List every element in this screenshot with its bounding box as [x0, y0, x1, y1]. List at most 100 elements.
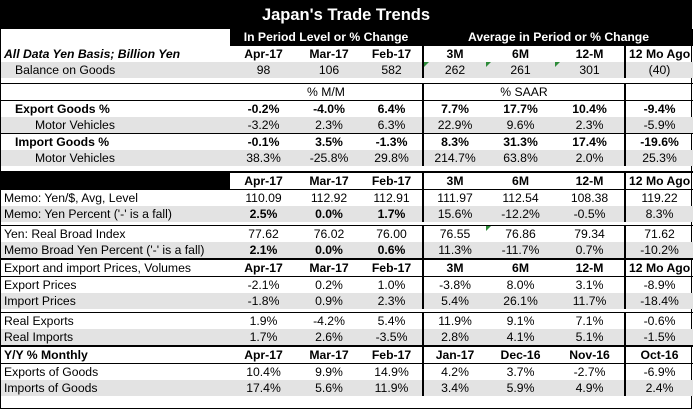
col-header: Apr-17	[230, 258, 297, 277]
cell: 9.1%	[486, 312, 556, 329]
col-header: Nov-16	[555, 345, 626, 364]
col-header: Apr-17	[230, 345, 297, 364]
cell: -4.0%	[297, 100, 361, 117]
col-header: 3M	[422, 258, 487, 277]
table-row-memo-yen-pct: Memo: Yen Percent ('-' is a fall) 2.5% 0…	[1, 206, 694, 222]
cell: 4.9%	[555, 380, 626, 396]
col-header: Oct-16	[624, 345, 694, 364]
cell: 0.0%	[297, 242, 361, 259]
cell: 8.0%	[486, 276, 556, 293]
cell: 110.09	[230, 189, 297, 206]
col-header: 6M	[486, 258, 556, 277]
cell: 301	[555, 62, 626, 78]
cell: 4.2%	[422, 363, 487, 380]
mm-unit-label: % M/M	[230, 83, 424, 101]
cell: 14.9%	[361, 363, 424, 380]
cell: -3.5%	[361, 329, 424, 346]
col-header: Mar-17	[297, 171, 361, 190]
table-title: Japan's Trade Trends	[1, 1, 691, 29]
cell: 76.55	[422, 225, 487, 242]
row-label: Export Goods %	[1, 100, 230, 117]
cell: 11.3%	[422, 242, 487, 259]
cell: 2.6%	[297, 329, 361, 346]
col-header: 12-M	[555, 258, 626, 277]
cell: 0.6%	[361, 242, 424, 259]
cell: 3.1%	[555, 276, 626, 293]
cell: -25.8%	[297, 150, 361, 166]
cell: 1.7%	[230, 329, 297, 346]
cell: 1.7%	[361, 206, 424, 222]
cell: 38.3%	[230, 150, 297, 166]
cell: 9.9%	[297, 363, 361, 380]
prices-header-row: Export and import Prices, Volumes Apr-17…	[1, 258, 694, 277]
cell: 5.4%	[361, 312, 424, 329]
cell: -0.6%	[624, 312, 694, 329]
cell: 71.62	[624, 225, 694, 242]
cell: 0.0%	[297, 206, 361, 222]
col-header: Apr-17	[244, 47, 283, 61]
cell: 582	[361, 62, 424, 78]
row-label: Exports of Goods	[1, 363, 230, 380]
cell: 5.6%	[297, 380, 361, 396]
cell: 17.7%	[486, 100, 556, 117]
cell: -8.9%	[624, 276, 694, 293]
section-label: Y/Y % Monthly	[1, 345, 230, 364]
data-table: In Period Level or % Change Average in P…	[1, 29, 694, 396]
cell: -2.7%	[555, 363, 626, 380]
average-header: Average in Period or % Change	[422, 29, 694, 46]
col-header: 6M	[512, 47, 529, 61]
cell: 17.4%	[230, 380, 297, 396]
col-header: 12-M	[555, 171, 626, 190]
col-header: Apr-17	[230, 171, 297, 190]
table-row-real-imports: Real Imports 1.7% 2.6% -3.5% 2.8% 4.1% 5…	[1, 329, 694, 346]
header-row: All Data Yen Basis; Billion Yen Apr-17 M…	[1, 46, 694, 62]
cell: 25.3%	[624, 150, 694, 166]
cell: 79.34	[555, 225, 626, 242]
cell: 5.4%	[422, 293, 487, 309]
cell: 76.86	[486, 225, 556, 242]
row-label: Memo Broad Yen Percent ('-' is a fall)	[1, 242, 230, 259]
cell: 76.02	[297, 225, 361, 242]
row-label: Import Goods %	[1, 133, 230, 150]
cell: 119.22	[624, 189, 694, 206]
cell: -6.9%	[624, 363, 694, 380]
cell: -0.5%	[555, 206, 626, 222]
table-row-export-mv: Motor Vehicles -3.2% 2.3% 6.3% 22.9% 9.6…	[1, 117, 694, 134]
cell: 4.1%	[486, 329, 556, 346]
cell: -0.1%	[230, 133, 297, 150]
table-row-import-mv: Motor Vehicles 38.3% -25.8% 29.8% 214.7%…	[1, 150, 694, 166]
cell: 6.4%	[361, 100, 424, 117]
cell: 0.2%	[297, 276, 361, 293]
cell: 262	[422, 62, 487, 78]
cell: 112.54	[486, 189, 556, 206]
col-header: Mar-17	[297, 345, 361, 364]
cell: 29.8%	[361, 150, 424, 166]
table-row-import-prices: Import Prices -1.8% 0.9% 2.3% 5.4% 26.1%…	[1, 293, 694, 309]
unit-row: % M/M % SAAR	[1, 83, 694, 101]
cell: -9.4%	[624, 100, 694, 117]
row-label: Balance on Goods	[1, 62, 230, 78]
cell: 5.9%	[486, 380, 556, 396]
col-header: 12 Mo Ago	[624, 171, 694, 190]
cell: -1.5%	[624, 329, 694, 346]
table-row-import-goods: Import Goods % -0.1% 3.5% -1.3% 8.3% 31.…	[1, 133, 694, 150]
cell: -5.9%	[624, 117, 694, 134]
cell: 106	[297, 62, 361, 78]
cell: 261	[486, 62, 556, 78]
cell: 76.00	[361, 225, 424, 242]
cell: 9.6%	[486, 117, 556, 134]
table-row-real-exports: Real Exports 1.9% -4.2% 5.4% 11.9% 9.1% …	[1, 312, 694, 329]
table-row-exports-goods: Exports of Goods 10.4% 9.9% 14.9% 4.2% 3…	[1, 363, 694, 380]
row-label: Real Imports	[1, 329, 230, 346]
cell: 111.97	[422, 189, 487, 206]
cell: 0.9%	[297, 293, 361, 309]
cell: 2.3%	[361, 293, 424, 309]
cell: 11.7%	[555, 293, 626, 309]
cell: -19.6%	[624, 133, 694, 150]
cell: 10.4%	[555, 100, 626, 117]
cell: -3.8%	[422, 276, 487, 293]
table-row-export-goods: Export Goods % -0.2% -4.0% 6.4% 7.7% 17.…	[1, 100, 694, 117]
cell: 63.8%	[486, 150, 556, 166]
section-label: Export and import Prices, Volumes	[1, 258, 230, 277]
